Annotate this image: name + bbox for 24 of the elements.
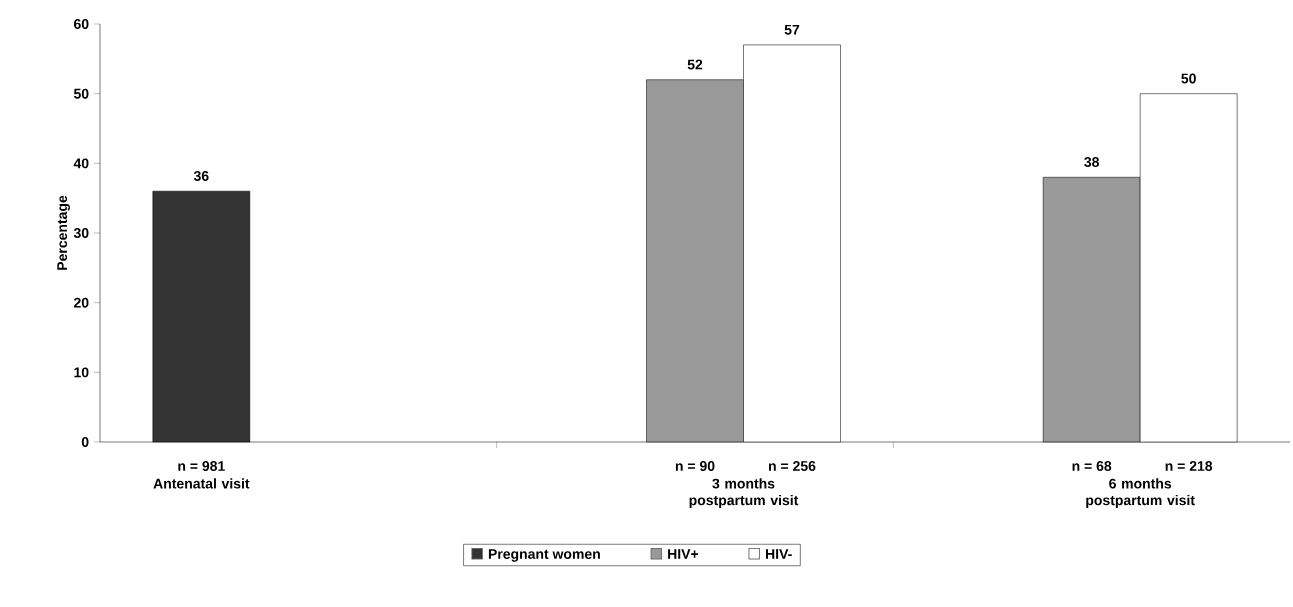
legend-label: HIV- xyxy=(766,549,792,559)
legend-label: HIV+ xyxy=(668,549,699,559)
y-tick-label: 40 xyxy=(73,158,89,169)
legend-label: Pregnant women xyxy=(488,549,600,562)
x-tick-label: 3 months postpartum visit xyxy=(689,478,799,508)
y-tick-label: 0 xyxy=(81,437,89,447)
text: n = 218 xyxy=(1165,461,1213,471)
data-label: 52 xyxy=(687,59,703,70)
y-tick-label: 20 xyxy=(73,297,89,308)
text: n = 90 xyxy=(675,461,715,471)
data-label: 57 xyxy=(784,24,800,35)
y-tick-label: 50 xyxy=(73,88,89,99)
y-tick-label: 30 xyxy=(73,228,89,238)
data-label: 38 xyxy=(1084,157,1099,168)
data-label: 50 xyxy=(1181,73,1196,84)
y-axis-title: Percentage xyxy=(57,195,70,270)
text: n = 68 xyxy=(1072,461,1112,471)
y-tick-label: 10 xyxy=(74,367,89,378)
text: n = 981 xyxy=(178,461,225,471)
text: n = 256 xyxy=(768,461,816,471)
x-tick-label: 6 months postpartum visit xyxy=(1086,478,1195,508)
y-tick-label: 60 xyxy=(74,19,89,29)
data-label: 36 xyxy=(193,171,209,181)
x-tick-label: Antenatal visit xyxy=(153,478,250,489)
